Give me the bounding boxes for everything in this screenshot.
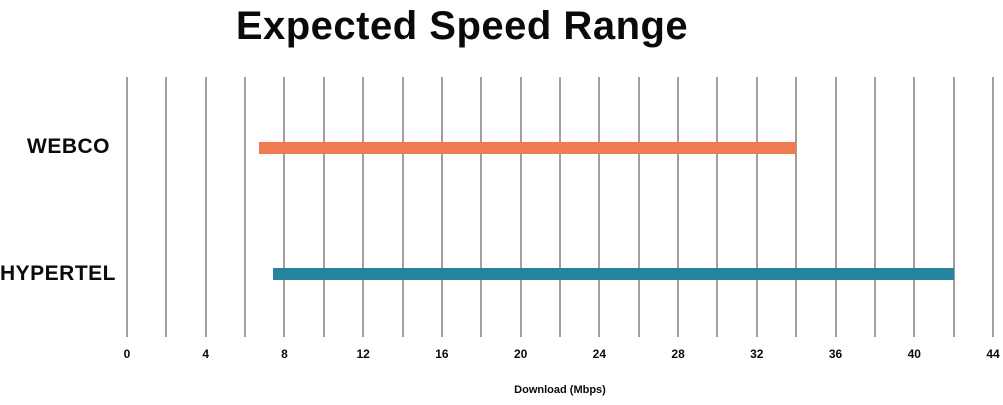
gridline bbox=[519, 77, 522, 337]
range-bar-webco bbox=[258, 142, 797, 154]
gridline bbox=[283, 77, 286, 337]
category-label-hypertel: HYPERTEL bbox=[0, 262, 117, 285]
gridline bbox=[755, 77, 758, 337]
gridline bbox=[165, 77, 168, 337]
gridline bbox=[559, 77, 561, 337]
gridline bbox=[480, 77, 483, 337]
gridline bbox=[244, 77, 247, 337]
x-tick-label: 0 bbox=[123, 347, 131, 361]
x-tick-label: 44 bbox=[986, 347, 1000, 361]
x-tick-label: 36 bbox=[828, 347, 843, 361]
gridline bbox=[834, 77, 837, 337]
gridline bbox=[204, 77, 207, 337]
x-tick-label: 8 bbox=[281, 347, 288, 361]
gridline bbox=[716, 77, 719, 337]
x-tick-label: 4 bbox=[202, 347, 210, 361]
gridline bbox=[795, 77, 798, 337]
range-bar-hypertel bbox=[272, 268, 954, 280]
chart-title: Expected Speed Range bbox=[235, 4, 689, 48]
x-tick-label: 32 bbox=[750, 347, 764, 361]
category-label-webco: WEBCO bbox=[27, 135, 110, 158]
x-tick-label: 20 bbox=[513, 347, 528, 361]
x-tick-label: 16 bbox=[435, 347, 449, 361]
gridline bbox=[992, 77, 994, 337]
gridline bbox=[322, 77, 325, 337]
x-tick-label: 40 bbox=[907, 347, 921, 361]
gridline bbox=[873, 77, 876, 337]
gridline bbox=[913, 77, 916, 337]
x-axis-label: Download (Mbps) bbox=[514, 384, 606, 396]
x-tick-label: 28 bbox=[671, 347, 685, 361]
gridline bbox=[637, 77, 640, 337]
gridline bbox=[401, 77, 404, 337]
plot-area bbox=[126, 77, 994, 337]
x-axis-tick-labels: 0 4 8 12 16 20 24 28 32 36 40 44 bbox=[123, 347, 1000, 367]
x-tick-label: 24 bbox=[592, 347, 607, 361]
gridline bbox=[677, 77, 680, 337]
gridline bbox=[952, 77, 955, 337]
gridline bbox=[598, 77, 601, 337]
gridline bbox=[362, 77, 365, 337]
gridline bbox=[440, 77, 443, 337]
x-tick-label: 12 bbox=[356, 347, 370, 361]
gridline bbox=[126, 77, 128, 337]
